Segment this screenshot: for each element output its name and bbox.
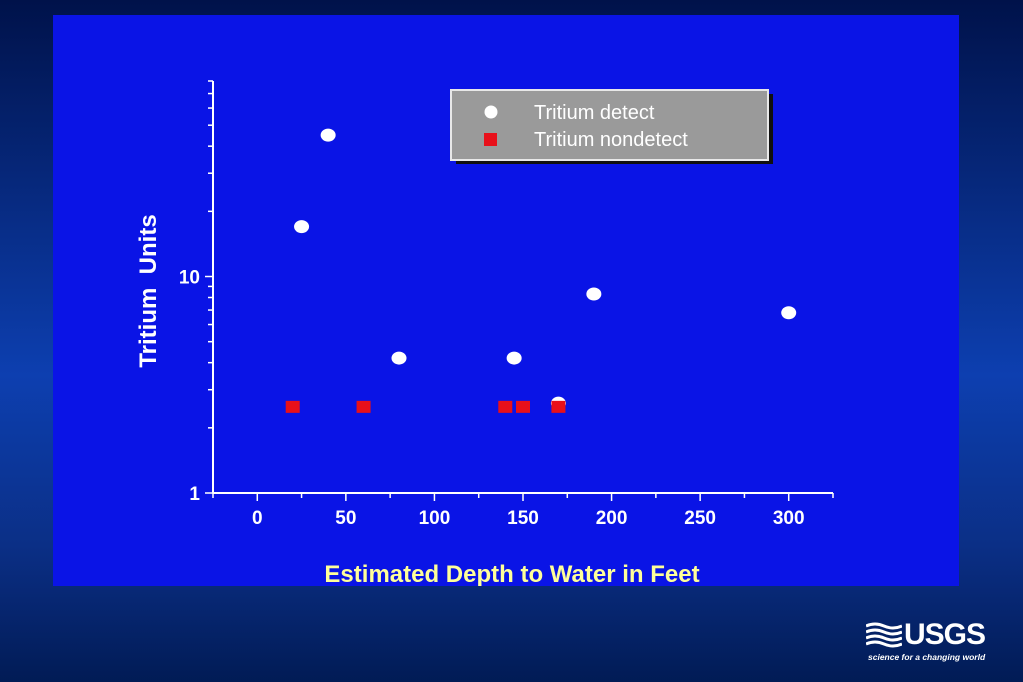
y-tick-label: 10 xyxy=(179,268,200,289)
x-tick-label: 150 xyxy=(507,508,539,529)
detect-point xyxy=(506,351,522,365)
x-tick-label: 250 xyxy=(684,508,716,529)
y-axis-label: Tritium Units xyxy=(135,214,162,367)
nondetect-point xyxy=(551,400,566,413)
x-tick-label: 300 xyxy=(773,508,805,529)
usgs-tagline: science for a changing world xyxy=(868,652,986,662)
legend-nondetect-marker xyxy=(484,133,497,146)
nondetect-point xyxy=(285,400,300,413)
x-tick-label: 50 xyxy=(335,508,356,529)
detect-point xyxy=(391,351,407,365)
legend-nondetect-label: Tritium nondetect xyxy=(534,129,688,151)
detect-point xyxy=(294,220,310,234)
detect-point xyxy=(586,287,602,301)
nondetect-point xyxy=(516,400,530,413)
x-tick-label: 0 xyxy=(252,508,263,529)
chart-panel: 0 50 100 150 200 250 300 1 10 Tritium detect Tri… xyxy=(53,15,959,586)
usgs-wordmark: USGS xyxy=(904,618,986,651)
usgs-waves-icon xyxy=(866,622,902,648)
x-axis-label: Estimated Depth to Water in Feet xyxy=(324,561,699,586)
legend-detect-label: Tritium detect xyxy=(534,102,655,124)
detect-point xyxy=(781,306,797,320)
detect-point xyxy=(320,128,336,142)
nondetect-point xyxy=(356,400,371,413)
x-tick-label: 100 xyxy=(419,508,451,529)
legend: Tritium detect Tritium nondetect xyxy=(450,89,773,164)
axes: 0 50 100 150 200 250 300 1 10 xyxy=(179,80,834,529)
data-points xyxy=(285,128,797,413)
scatter-plot: 0 50 100 150 200 250 300 1 10 Tritium detect Tri… xyxy=(135,80,834,586)
y-tick-label: 1 xyxy=(189,484,200,505)
legend-detect-marker xyxy=(484,105,498,119)
nondetect-point xyxy=(498,400,513,413)
x-tick-label: 200 xyxy=(596,508,628,529)
legend-box xyxy=(450,89,769,161)
usgs-logo: USGS science for a changing world xyxy=(866,620,1006,664)
